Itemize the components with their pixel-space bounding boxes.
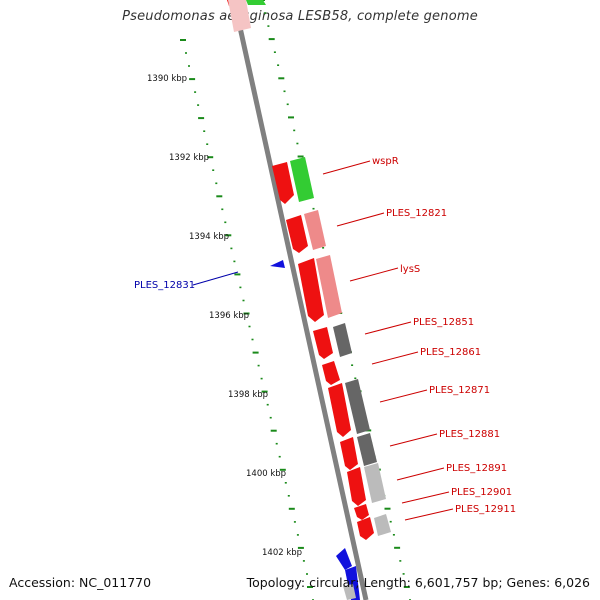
gene-label[interactable]: PLES_12831	[134, 280, 195, 291]
leader-line	[389, 433, 438, 447]
gene-arrow[interactable]	[322, 361, 340, 385]
gene-arrow[interactable]	[354, 504, 369, 520]
tick-row-left	[180, 39, 314, 600]
leader-line	[364, 321, 412, 335]
gene-box[interactable]	[357, 433, 377, 466]
gene-arrow[interactable]	[345, 566, 360, 600]
accession-text: Accession: NC_011770	[9, 575, 152, 590]
gene-label[interactable]: PLES_12881	[439, 429, 500, 440]
gene-label[interactable]: PLES_12911	[455, 504, 516, 515]
gene-arrow[interactable]	[357, 517, 374, 540]
gene-box[interactable]	[246, 0, 266, 5]
leader-line	[322, 160, 371, 175]
scale-labels: 1390 kbp 1392 kbp 1394 kbp 1396 kbp 1398…	[147, 74, 302, 558]
gene-arrow[interactable]	[286, 215, 308, 253]
gene-arrow[interactable]	[328, 383, 351, 437]
scale-label: 1396 kbp	[209, 311, 249, 321]
leader-line	[379, 389, 428, 403]
gene-box[interactable]	[228, 0, 251, 32]
gene-label[interactable]: lysS	[400, 264, 420, 275]
leader-line	[336, 212, 385, 227]
gene-label[interactable]: PLES_12891	[446, 463, 507, 474]
scale-label: 1398 kbp	[228, 390, 268, 400]
gene-label[interactable]: PLES_12851	[413, 317, 474, 328]
scale-label: 1394 kbp	[189, 232, 229, 242]
scale-label: 1392 kbp	[169, 153, 209, 163]
gene-label[interactable]: wspR	[372, 156, 399, 167]
gene-box[interactable]	[316, 255, 342, 318]
gene-label[interactable]: PLES_12861	[420, 347, 481, 358]
gene-box[interactable]	[333, 323, 352, 357]
reverse-strand-genes	[270, 260, 360, 600]
leader-line	[192, 271, 239, 286]
gene-label[interactable]: PLES_12871	[429, 385, 490, 396]
cog-category-boxes	[228, 0, 391, 600]
label-leader-lines	[192, 160, 454, 521]
forward-strand-genes	[227, 0, 374, 540]
gene-arrow[interactable]	[347, 467, 366, 506]
scale-label: 1402 kbp	[262, 548, 302, 558]
genome-backbone	[231, 0, 369, 600]
leader-line	[404, 508, 454, 521]
leader-line	[371, 351, 419, 365]
leader-line	[401, 491, 450, 504]
gene-arrow[interactable]	[298, 258, 324, 322]
scale-label: 1390 kbp	[147, 74, 187, 84]
gene-box[interactable]	[290, 157, 314, 202]
gene-label[interactable]: PLES_12901	[451, 487, 512, 498]
gene-label[interactable]: PLES_12821	[386, 208, 447, 219]
gene-arrow[interactable]	[340, 437, 358, 470]
scale-label: 1400 kbp	[246, 469, 286, 479]
gene-box[interactable]	[345, 379, 370, 434]
leader-line	[349, 267, 399, 282]
gene-labels: wspR PLES_12821 lysS PLES_12831 PLES_128…	[134, 156, 516, 515]
leader-line	[396, 467, 445, 481]
topology-text: Topology: circular; Length: 6,601,757 bp…	[246, 575, 590, 590]
gene-box[interactable]	[304, 210, 326, 250]
gene-arrow[interactable]	[272, 162, 294, 204]
map-title: Pseudomonas aeruginosa LESB58, complete …	[122, 9, 478, 24]
gene-box[interactable]	[364, 463, 386, 503]
gene-box[interactable]	[343, 584, 356, 600]
gene-arrow[interactable]	[336, 548, 352, 570]
gene-arrow[interactable]	[313, 327, 333, 359]
gene-arrow[interactable]	[270, 260, 285, 268]
gene-box[interactable]	[374, 514, 391, 536]
